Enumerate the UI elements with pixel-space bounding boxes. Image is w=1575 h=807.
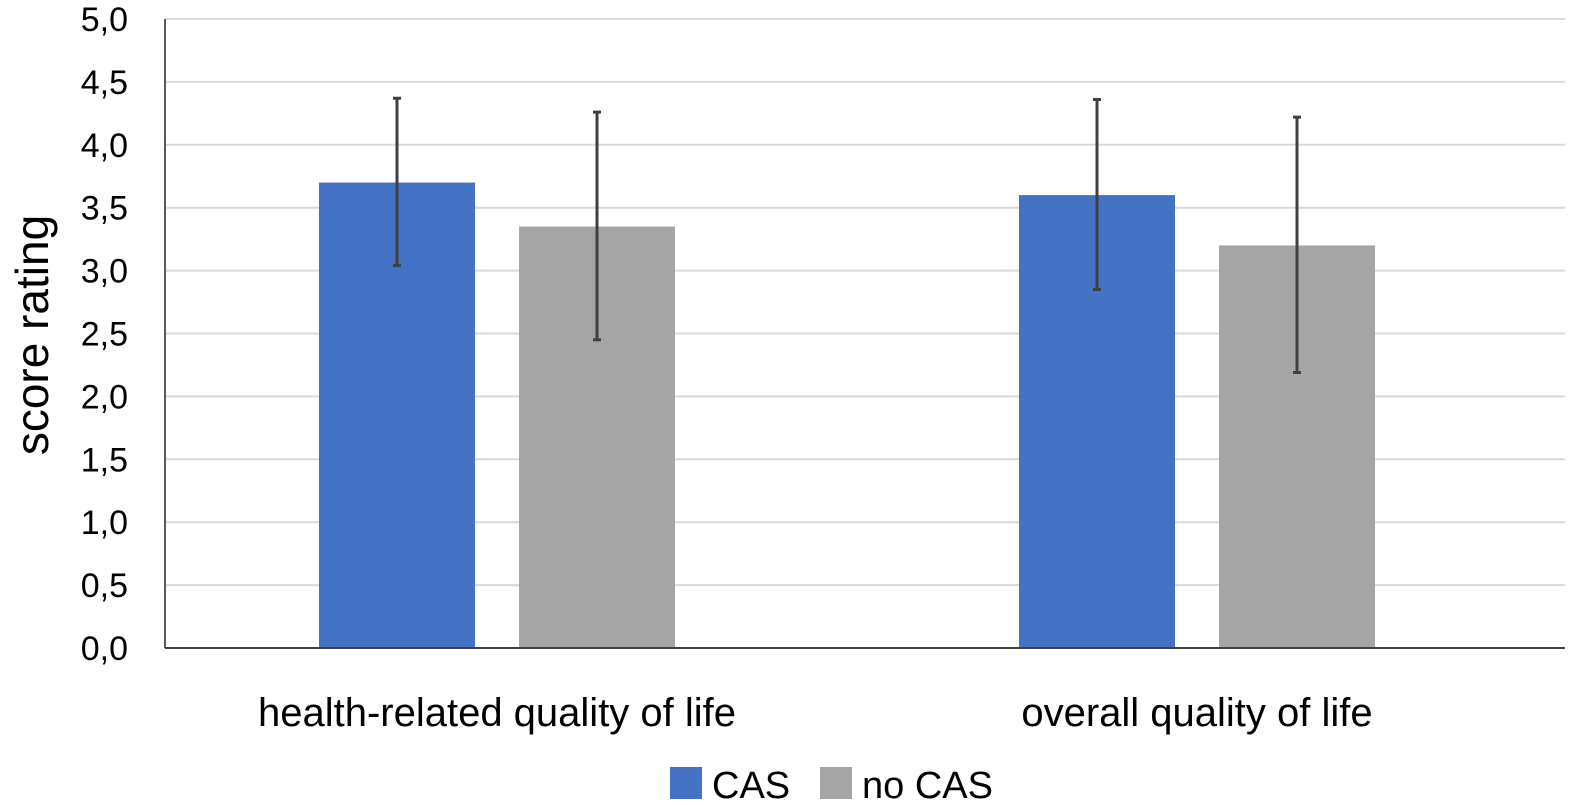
x-category-label: overall quality of life xyxy=(1021,691,1372,735)
x-category-label: health-related quality of life xyxy=(258,691,736,735)
y-tick-label: 0,0 xyxy=(81,630,128,668)
y-tick-label: 5,0 xyxy=(81,1,128,39)
x-category-labels: health-related quality of life overall qu… xyxy=(258,691,1373,735)
y-tick-label: 2,0 xyxy=(81,378,128,416)
legend-label: no CAS xyxy=(862,765,993,807)
legend-swatch xyxy=(820,767,852,799)
bars xyxy=(319,182,1375,649)
y-axis-title: score rating xyxy=(6,215,58,455)
y-tick-label: 4,0 xyxy=(81,127,128,165)
y-tick-label: 1,5 xyxy=(81,441,128,479)
error-bars xyxy=(393,96,1301,374)
y-tick-label: 2,5 xyxy=(81,316,128,354)
y-tick-labels: 0,0 0,5 1,0 1,5 2,0 2,5 3,0 3,5 4,0 4,5 5,0 xyxy=(81,1,128,668)
y-tick-label: 4,5 xyxy=(81,64,128,102)
y-tick-label: 3,5 xyxy=(81,190,128,228)
y-tick-label: 3,0 xyxy=(81,253,128,291)
legend: CAS no CAS xyxy=(670,765,993,807)
y-tick-label: 0,5 xyxy=(81,567,128,605)
axes xyxy=(164,19,1565,649)
legend-label: CAS xyxy=(712,765,790,807)
legend-swatch xyxy=(670,767,702,799)
y-tick-label: 1,0 xyxy=(81,504,128,542)
